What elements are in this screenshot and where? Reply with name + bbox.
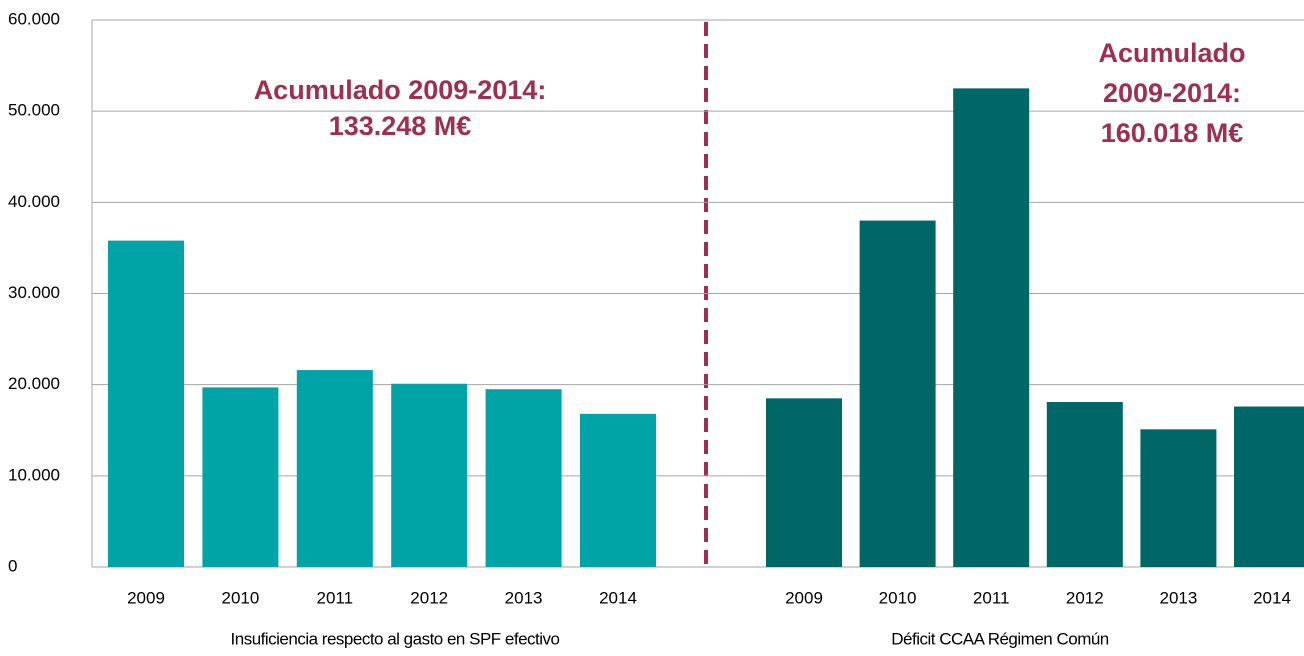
- x-tick-label: 2012: [1066, 588, 1104, 607]
- y-tick-label: 30.000: [8, 283, 60, 302]
- bar: [1140, 429, 1217, 567]
- y-tick-label: 50.000: [8, 101, 60, 120]
- bar: [391, 383, 468, 567]
- x-tick-label: 2010: [879, 588, 917, 607]
- bar: [1046, 401, 1123, 567]
- bar: [202, 387, 279, 567]
- x-tick-label: 2012: [410, 588, 448, 607]
- x-tick-label: 2013: [505, 588, 543, 607]
- bar: [859, 220, 936, 568]
- x-tick-label: 2011: [317, 588, 354, 607]
- y-tick-label: 40.000: [8, 192, 60, 211]
- x-axis-label: Déficit CCAA Régimen Común: [891, 629, 1109, 648]
- x-axis-label: Insuficiencia respecto al gasto en SPF e…: [231, 629, 560, 648]
- bar: [485, 389, 562, 567]
- x-tick-label: 2014: [1253, 588, 1291, 607]
- bar: [296, 370, 373, 567]
- bar: [953, 88, 1030, 567]
- annotation: 2009-2014:: [1103, 78, 1241, 108]
- y-tick-label: 20.000: [8, 374, 60, 393]
- bar: [108, 240, 184, 567]
- x-tick-label: 2013: [1159, 588, 1197, 607]
- annotation: 160.018 M€: [1101, 118, 1244, 148]
- x-tick-label: 2011: [973, 588, 1010, 607]
- y-tick-label: 60.000: [8, 9, 60, 28]
- bar: [766, 398, 842, 567]
- bar: [1234, 406, 1304, 567]
- x-tick-label: 2010: [221, 588, 259, 607]
- x-tick-label: 2009: [785, 588, 823, 607]
- annotation: Acumulado: [1098, 38, 1245, 68]
- annotation: 133.248 M€: [329, 111, 472, 141]
- x-tick-label: 2009: [127, 588, 165, 607]
- x-tick-label: 2014: [599, 588, 637, 607]
- y-tick-label: 10.000: [8, 465, 60, 484]
- annotation: Acumulado 2009-2014:: [254, 75, 547, 105]
- bar: [580, 413, 656, 567]
- y-tick-label: 0: [8, 556, 17, 575]
